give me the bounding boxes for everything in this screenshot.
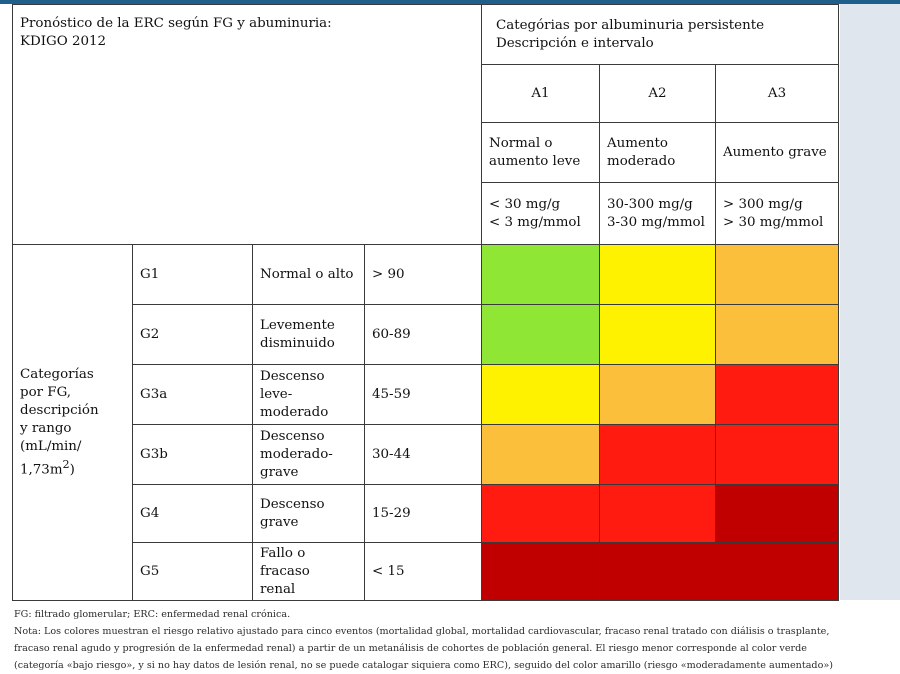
risk-cell bbox=[599, 424, 716, 485]
right-side-panel bbox=[840, 4, 900, 600]
albuminuria-desc-a2-line2: moderado bbox=[607, 153, 676, 169]
fg-code-g3b: G3b bbox=[132, 424, 253, 485]
fg-header-line6: 1,73m2) bbox=[20, 456, 125, 479]
fg-desc-g2-line1: Levemente bbox=[260, 317, 335, 333]
albuminuria-range-a3-line1: > 300 mg/g bbox=[723, 196, 803, 212]
table-subtitle: KDIGO 2012 bbox=[20, 34, 107, 49]
risk-cell bbox=[599, 542, 716, 601]
fg-code-g5: G5 bbox=[132, 542, 253, 601]
fg-desc-g3a: Descenso leve-moderado bbox=[252, 364, 365, 425]
risk-cell bbox=[714, 542, 840, 601]
kdigo-prognosis-table: Pronóstico de la ERC según FG y abuminur… bbox=[12, 4, 840, 601]
fg-code-g2: G2 bbox=[132, 304, 253, 365]
risk-cell bbox=[714, 424, 840, 485]
fg-desc-g5: Fallo o fracaso renal bbox=[252, 542, 365, 601]
fg-desc-g3b-line1: Descenso bbox=[260, 428, 325, 444]
fg-desc-g3a-line1: Descenso bbox=[260, 368, 325, 384]
fg-range-g1: > 90 bbox=[364, 244, 482, 305]
fg-range-g2: 60-89 bbox=[364, 304, 482, 365]
table-footnotes: FG: filtrado glomerular; ERC: enfermedad… bbox=[14, 606, 894, 674]
fg-header-line5: (mL/min/ bbox=[20, 438, 82, 454]
albuminuria-range-a2: 30-300 mg/g 3-30 mg/mmol bbox=[599, 182, 716, 245]
fg-desc-g3a-line2: leve-moderado bbox=[260, 386, 329, 420]
fg-header-close: ) bbox=[69, 462, 75, 478]
albuminuria-range-a2-line2: 3-30 mg/mmol bbox=[607, 214, 705, 230]
top-accent-bar bbox=[0, 0, 900, 4]
risk-cell bbox=[481, 484, 600, 543]
risk-cell bbox=[714, 304, 840, 365]
risk-cell bbox=[481, 364, 600, 425]
fg-category-header: Categorías por FG, descripción y rango (… bbox=[12, 244, 133, 601]
albuminuria-desc-a3-line1: Aumento grave bbox=[723, 144, 827, 160]
risk-cell bbox=[481, 244, 600, 305]
table-title-cell: Pronóstico de la ERC según FG y abuminur… bbox=[12, 4, 482, 245]
fg-range-g3b: 30-44 bbox=[364, 424, 482, 485]
fg-header-line4: y rango bbox=[20, 420, 72, 436]
fg-desc-g3b: Descenso moderado- grave bbox=[252, 424, 365, 485]
fg-code-g4: G4 bbox=[132, 484, 253, 543]
albuminuria-header: Categórias por albuminuria persistente D… bbox=[480, 4, 840, 65]
albuminuria-header-title: Categórias por albuminuria persistente bbox=[496, 17, 765, 33]
albuminuria-desc-a2: Aumento moderado bbox=[599, 122, 716, 183]
fg-header-line2: por FG, bbox=[20, 384, 72, 400]
fg-range-g3a: 45-59 bbox=[364, 364, 482, 425]
risk-cell bbox=[481, 304, 600, 365]
albuminuria-range-a1-line2: < 3 mg/mmol bbox=[489, 214, 581, 230]
fg-desc-g5-line1: Fallo o bbox=[260, 545, 306, 561]
fg-header-unit: 1,73m bbox=[20, 462, 63, 478]
fg-header-exponent: 2 bbox=[62, 457, 70, 471]
fg-desc-g1-line1: Normal o alto bbox=[260, 266, 354, 282]
albuminuria-header-subtitle: Descripción e intervalo bbox=[496, 35, 654, 51]
fg-desc-g5-line2: fracaso bbox=[260, 563, 310, 579]
footnote-note-line3: (categoría «bajo riesgo», y si no hay da… bbox=[14, 660, 833, 671]
albuminuria-range-a1-line1: < 30 mg/g bbox=[489, 196, 561, 212]
fg-desc-g3b-line2: moderado- bbox=[260, 446, 333, 462]
fg-code-g1: G1 bbox=[132, 244, 253, 305]
albuminuria-range-a2-line1: 30-300 mg/g bbox=[607, 196, 693, 212]
fg-desc-g5-line3: renal bbox=[260, 581, 296, 597]
fg-desc-g1: Normal o alto bbox=[252, 244, 365, 305]
fg-desc-g4-line1: Descenso bbox=[260, 496, 325, 512]
fg-range-g4: 15-29 bbox=[364, 484, 482, 543]
footnote-note-line1: Nota: Los colores muestran el riesgo rel… bbox=[14, 626, 830, 637]
albuminuria-desc-a1: Normal o aumento leve bbox=[481, 122, 600, 183]
albuminuria-desc-a3: Aumento grave bbox=[714, 122, 840, 183]
fg-desc-g3b-line3: grave bbox=[260, 464, 299, 480]
fg-header-line3: descripción bbox=[20, 402, 99, 418]
risk-cell bbox=[599, 244, 716, 305]
fg-code-g3a: G3a bbox=[132, 364, 253, 425]
risk-cell bbox=[599, 484, 716, 543]
risk-cell bbox=[714, 244, 840, 305]
risk-cell bbox=[481, 424, 600, 485]
albuminuria-range-a3: > 300 mg/g > 30 mg/mmol bbox=[714, 182, 840, 245]
albuminuria-desc-a2-line1: Aumento bbox=[607, 135, 668, 151]
fg-desc-g4-line2: grave bbox=[260, 514, 299, 530]
fg-range-g5: < 15 bbox=[364, 542, 482, 601]
risk-cell bbox=[714, 364, 840, 425]
fg-header-line1: Categorías bbox=[20, 366, 94, 382]
risk-cell bbox=[714, 484, 840, 543]
risk-cell bbox=[481, 542, 600, 601]
fg-desc-g2: Levemente disminuido bbox=[252, 304, 365, 365]
footnote-abbreviations: FG: filtrado glomerular; ERC: enfermedad… bbox=[14, 609, 291, 620]
fg-desc-g2-line2: disminuido bbox=[260, 335, 335, 351]
risk-cell bbox=[599, 364, 716, 425]
footnote-note-line2: fracaso renal agudo y progresión de la e… bbox=[14, 643, 807, 654]
albuminuria-code-a3: A3 bbox=[714, 64, 840, 123]
albuminuria-code-a1: A1 bbox=[481, 64, 600, 123]
albuminuria-desc-a1-line2: aumento leve bbox=[489, 153, 581, 169]
risk-cell bbox=[599, 304, 716, 365]
fg-desc-g4: Descenso grave bbox=[252, 484, 365, 543]
albuminuria-range-a3-line2: > 30 mg/mmol bbox=[723, 214, 824, 230]
albuminuria-code-a2: A2 bbox=[599, 64, 716, 123]
albuminuria-desc-a1-line1: Normal o bbox=[489, 135, 553, 151]
table-title: Pronóstico de la ERC según FG y abuminur… bbox=[20, 16, 332, 31]
albuminuria-range-a1: < 30 mg/g < 3 mg/mmol bbox=[481, 182, 600, 245]
